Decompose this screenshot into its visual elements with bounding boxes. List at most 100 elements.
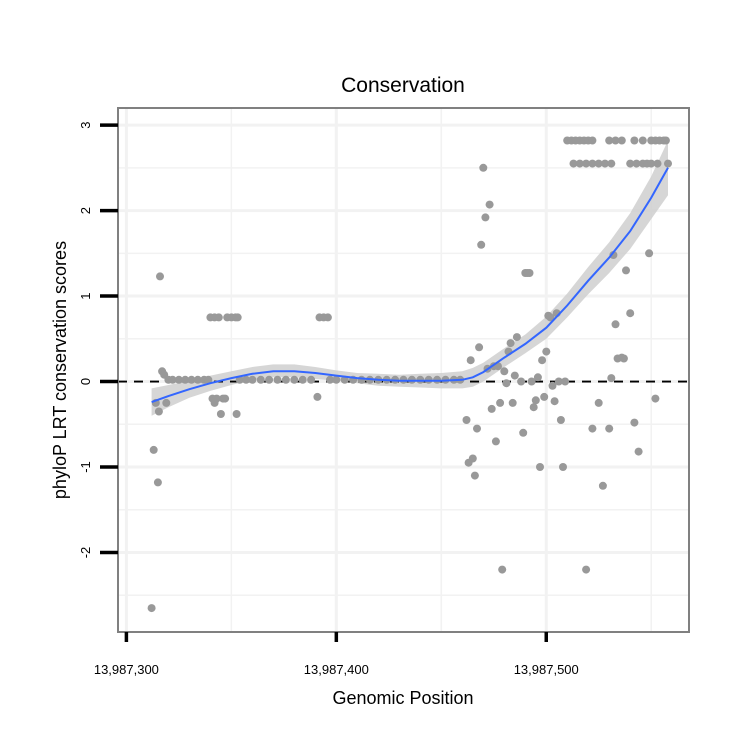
data-point bbox=[479, 163, 488, 172]
x-tick-label: 13,987,500 bbox=[514, 662, 579, 677]
data-point bbox=[323, 313, 332, 322]
data-point bbox=[216, 410, 225, 418]
data-point bbox=[517, 377, 526, 386]
data-point bbox=[601, 159, 609, 168]
data-point bbox=[475, 343, 484, 352]
data-point bbox=[626, 309, 635, 318]
data-point bbox=[462, 416, 471, 424]
data-point bbox=[527, 377, 536, 386]
data-point bbox=[174, 375, 183, 384]
data-points bbox=[147, 136, 672, 613]
y-tick-label: 0 bbox=[78, 378, 93, 385]
data-point bbox=[153, 478, 162, 487]
data-point bbox=[193, 375, 202, 384]
data-point bbox=[617, 136, 626, 145]
data-point bbox=[622, 266, 630, 275]
data-point bbox=[619, 354, 628, 363]
data-point bbox=[487, 404, 496, 413]
data-point bbox=[538, 356, 547, 365]
data-point bbox=[554, 377, 563, 386]
x-tick-label: 13,987,400 bbox=[304, 662, 369, 677]
data-point bbox=[594, 159, 603, 168]
data-point bbox=[540, 392, 549, 401]
y-axis-title: phyloP LRT conservation scores bbox=[50, 241, 70, 499]
data-point bbox=[598, 481, 607, 490]
data-point bbox=[500, 367, 509, 376]
data-point bbox=[533, 373, 542, 382]
data-point bbox=[313, 392, 322, 401]
data-point bbox=[661, 136, 670, 145]
smooth-line bbox=[151, 167, 669, 404]
data-point bbox=[588, 424, 597, 433]
y-tick-label: 1 bbox=[78, 292, 93, 299]
data-point bbox=[645, 249, 654, 258]
x-axis-title: Genomic Position bbox=[332, 688, 473, 708]
data-point bbox=[470, 471, 479, 480]
x-axis: 13,987,300 13,987,400 13,987,500 bbox=[94, 632, 579, 677]
data-point bbox=[559, 463, 567, 471]
data-point bbox=[611, 320, 620, 329]
data-point bbox=[498, 565, 507, 574]
data-point bbox=[154, 407, 163, 416]
data-point bbox=[281, 375, 290, 384]
data-point bbox=[187, 375, 196, 384]
data-point bbox=[248, 375, 257, 384]
data-point bbox=[307, 375, 316, 384]
data-point bbox=[531, 396, 540, 405]
data-point bbox=[605, 424, 614, 433]
data-point bbox=[609, 251, 618, 259]
data-point bbox=[569, 159, 578, 168]
data-point bbox=[664, 159, 672, 168]
data-point bbox=[204, 375, 213, 384]
data-point bbox=[326, 375, 334, 384]
data-point bbox=[233, 313, 242, 322]
data-point bbox=[214, 313, 223, 322]
data-point bbox=[536, 463, 544, 471]
confidence-band-area bbox=[151, 140, 669, 416]
data-point bbox=[468, 454, 477, 463]
data-point bbox=[542, 347, 551, 356]
data-point bbox=[588, 136, 597, 145]
data-point bbox=[651, 394, 660, 403]
data-point bbox=[491, 437, 500, 446]
data-point bbox=[647, 159, 656, 168]
data-point bbox=[556, 416, 565, 424]
data-point bbox=[607, 374, 616, 383]
y-tick-label: 2 bbox=[78, 207, 93, 214]
data-point bbox=[473, 424, 481, 433]
data-point bbox=[466, 356, 475, 365]
y-tick-label: -2 bbox=[78, 547, 93, 559]
data-point bbox=[630, 136, 639, 145]
data-point bbox=[162, 398, 171, 407]
data-point bbox=[653, 159, 662, 168]
data-point bbox=[638, 136, 647, 145]
data-point bbox=[212, 394, 221, 403]
x-tick-label: 13,987,300 bbox=[94, 662, 159, 677]
data-point bbox=[273, 375, 282, 384]
data-point bbox=[607, 159, 616, 168]
data-point bbox=[626, 159, 635, 168]
chart-title: Conservation bbox=[341, 74, 465, 97]
data-point bbox=[632, 159, 641, 168]
data-point bbox=[221, 394, 230, 403]
data-point bbox=[232, 410, 241, 418]
y-tick-label: 3 bbox=[78, 121, 93, 128]
grid bbox=[118, 108, 689, 632]
data-point bbox=[575, 159, 584, 168]
data-point bbox=[265, 375, 274, 384]
data-point bbox=[594, 398, 603, 407]
data-point bbox=[508, 398, 517, 407]
data-point bbox=[147, 604, 156, 613]
data-point bbox=[481, 213, 490, 222]
data-point bbox=[502, 379, 511, 388]
panel-border bbox=[117, 107, 690, 633]
data-point bbox=[611, 136, 620, 145]
data-point bbox=[168, 375, 177, 384]
data-point bbox=[496, 398, 505, 407]
data-point bbox=[149, 445, 158, 454]
data-point bbox=[546, 313, 555, 322]
y-tick-label: -1 bbox=[78, 461, 93, 473]
data-point bbox=[506, 339, 515, 348]
data-point bbox=[256, 375, 265, 384]
